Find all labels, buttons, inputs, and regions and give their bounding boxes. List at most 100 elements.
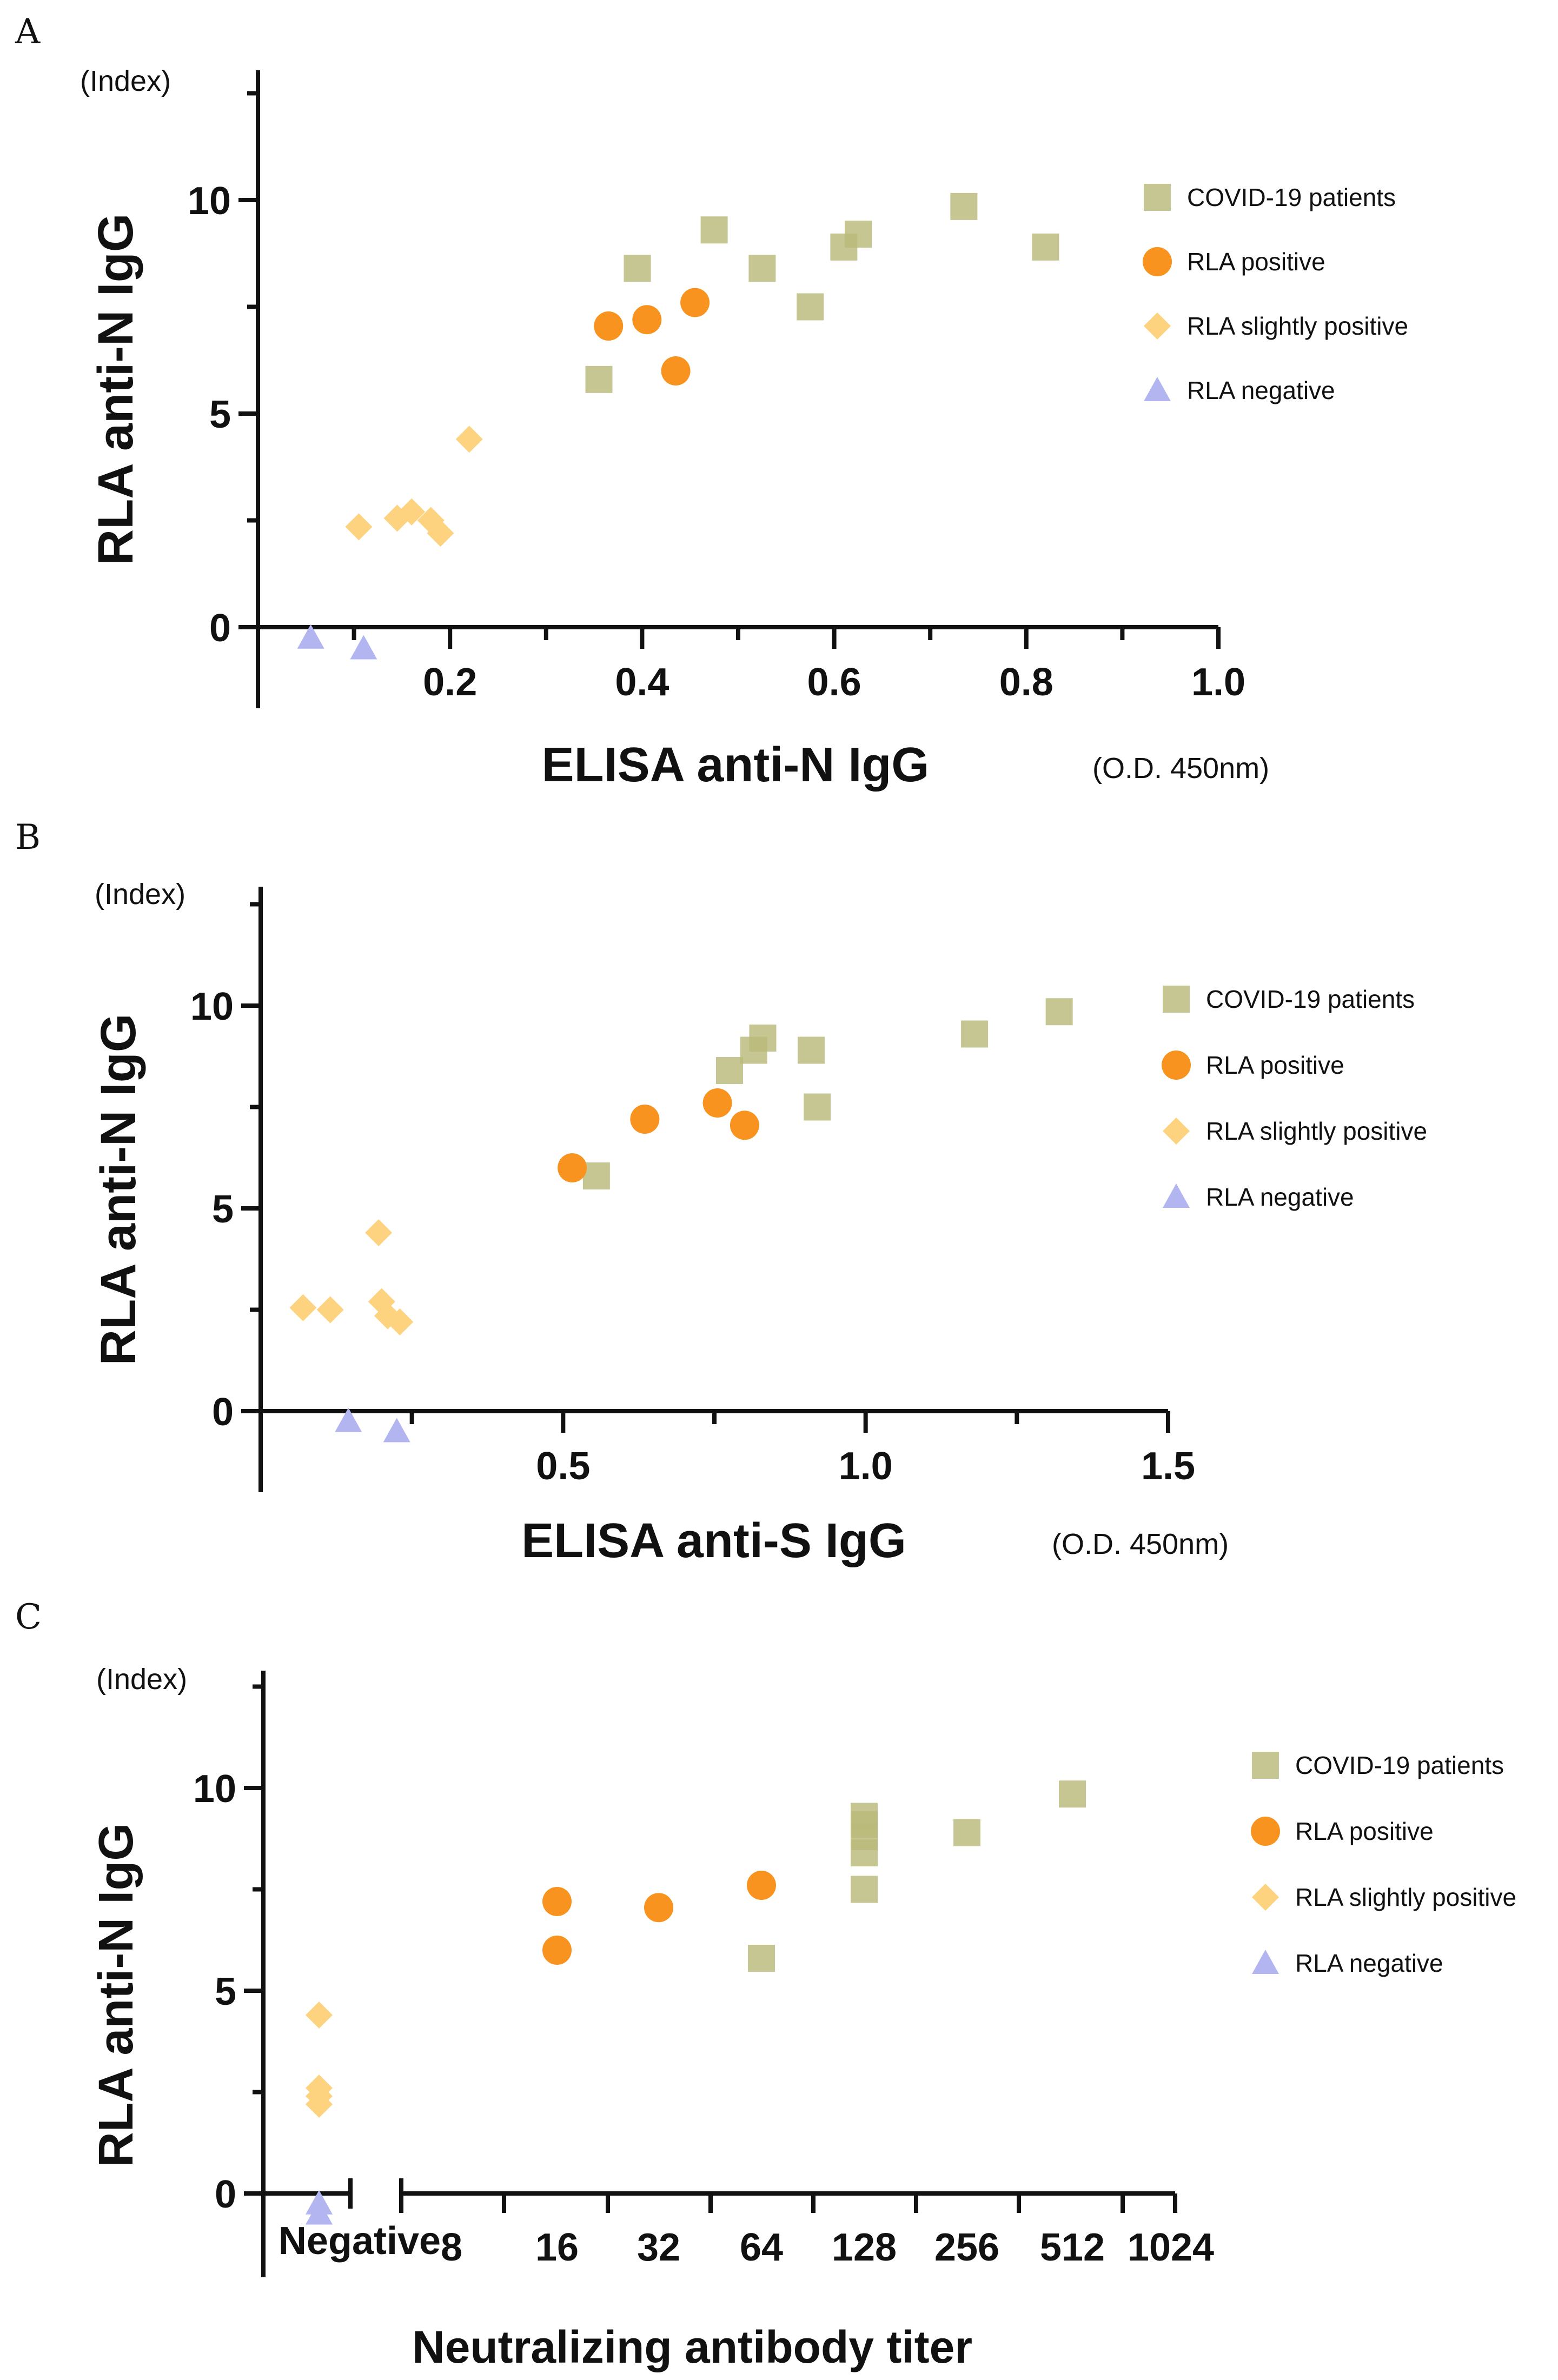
y-tick-label: 10 [188,180,231,223]
x-tick-label: 0.5 [536,1445,590,1488]
x-axis-title: Neutralizing antibody titer [412,2322,972,2372]
data-point-square [1059,1780,1086,1808]
data-point-square [749,1025,777,1052]
panel-a: A 0 5 10 0.2 0.4 0.6 0.8 1.0 (Index) RLA anti-N Ig… [15,12,1408,792]
x-tick-label: 0.4 [615,661,669,704]
legend-label: COVID-19 patients [1187,183,1396,211]
data-point-square [851,1803,878,1830]
data-point-circle [661,356,691,385]
y-tick-label: 5 [212,1188,234,1231]
x-unit-label: (O.D. 450nm) [1092,752,1269,785]
legend-marker-diamond [1144,313,1171,340]
legend-marker-diamond [1163,1118,1190,1145]
data-point-diamond [455,426,483,453]
y-tick-label: 10 [193,1767,236,1811]
panel-letter: B [15,817,41,857]
x-tick-label: 512 [1040,2226,1105,2269]
x-unit-label: (O.D. 450nm) [1052,1528,1229,1560]
x-axis-title: ELISA anti-N IgG [542,738,930,792]
x-tick-label: 32 [637,2226,680,2269]
x-tick-label: 0.2 [423,661,477,704]
data-point-diamond [345,513,373,541]
x-axis-title: ELISA anti-S IgG [521,1514,906,1568]
x-tick-label: 0.8 [999,661,1053,704]
data-point-circle [747,1871,776,1900]
y-unit-label: (Index) [95,878,185,910]
data-point-square [1045,998,1073,1026]
data-point-diamond [316,1296,344,1324]
legend-marker-triangle [1252,1950,1279,1974]
x-tick-label: 1.0 [839,1445,893,1488]
data-point-triangle [297,624,324,649]
legend-marker-circle [1162,1051,1191,1080]
data-point-square [851,1876,878,1903]
data-point-diamond [386,1308,414,1335]
x-tick-label: 1.5 [1141,1445,1195,1488]
data-point-square [582,1162,610,1189]
data-point-square [950,192,978,220]
x-tick-label: 256 [934,2226,999,2269]
legend-label: RLA negative [1206,1183,1354,1211]
data-point-square [1032,233,1059,261]
data-point-circle [644,1893,673,1923]
x-tick-label: 8 [441,2226,462,2269]
legend-marker-triangle [1163,1184,1190,1208]
y-tick-label: 5 [215,1970,236,2013]
legend-label: RLA positive [1206,1051,1344,1079]
x-tick-label: 1.0 [1191,661,1245,704]
data-point-square [804,1093,831,1121]
x-tick-label: 128 [832,2226,897,2269]
legend-label: COVID-19 patients [1295,1751,1504,1779]
data-point-circle [730,1111,759,1140]
data-point-triangle [350,635,377,660]
legend-marker-circle [1251,1817,1280,1846]
data-point-triangle [306,2200,333,2225]
data-point-square [797,1036,825,1064]
y-axis-title: RLA anti-N IgG [91,1014,146,1366]
legend-label: RLA slightly positive [1206,1117,1427,1145]
data-point-square [748,255,776,282]
data-point-square [961,1020,989,1048]
legend-label: RLA negative [1295,1949,1443,1977]
y-tick-label: 5 [209,393,231,436]
panel-c: C 0 5 10 Negative 8 16 32 64 128 256 512 1024 (Index)… [15,1597,1516,2372]
data-point-diamond [306,2002,333,2029]
data-point-square [845,221,872,248]
y-axis-title: RLA anti-N IgG [88,214,143,566]
data-point-square [797,293,824,321]
legend-label: RLA positive [1295,1817,1434,1845]
x-tick-label: 1024 [1128,2226,1214,2269]
data-point-circle [680,288,710,317]
data-point-circle [702,1088,732,1118]
x-tick-label-negative: Negative [279,2219,441,2263]
panel-letter: A [15,12,41,52]
y-tick-label: 0 [212,1391,234,1434]
y-unit-label: (Index) [96,1663,187,1696]
data-point-circle [542,1887,572,1916]
data-point-diamond [289,1294,317,1321]
legend-label: RLA slightly positive [1295,1883,1516,1911]
data-point-circle [558,1153,587,1182]
legend-label: RLA positive [1187,248,1325,276]
y-tick-label: 10 [190,985,234,1028]
legend-marker-triangle [1144,377,1171,401]
data-point-diamond [365,1219,393,1246]
data-point-circle [630,1105,660,1134]
legend-marker-circle [1143,247,1172,276]
data-point-square [715,1057,743,1084]
data-point-circle [542,1936,572,1965]
legend-marker-square [1144,184,1171,211]
data-point-square [748,1945,775,1972]
data-point-diamond [398,498,426,526]
data-point-triangle [383,1418,410,1442]
data-point-circle [632,305,662,335]
x-tick-label: 64 [740,2226,783,2269]
data-point-square [700,216,728,244]
legend-marker-square [1163,986,1190,1013]
data-point-square [953,1819,980,1846]
x-tick-label: 0.6 [807,661,861,704]
data-point-diamond [427,520,454,547]
legend-label: RLA negative [1187,376,1335,404]
legend-label: COVID-19 patients [1206,985,1415,1013]
